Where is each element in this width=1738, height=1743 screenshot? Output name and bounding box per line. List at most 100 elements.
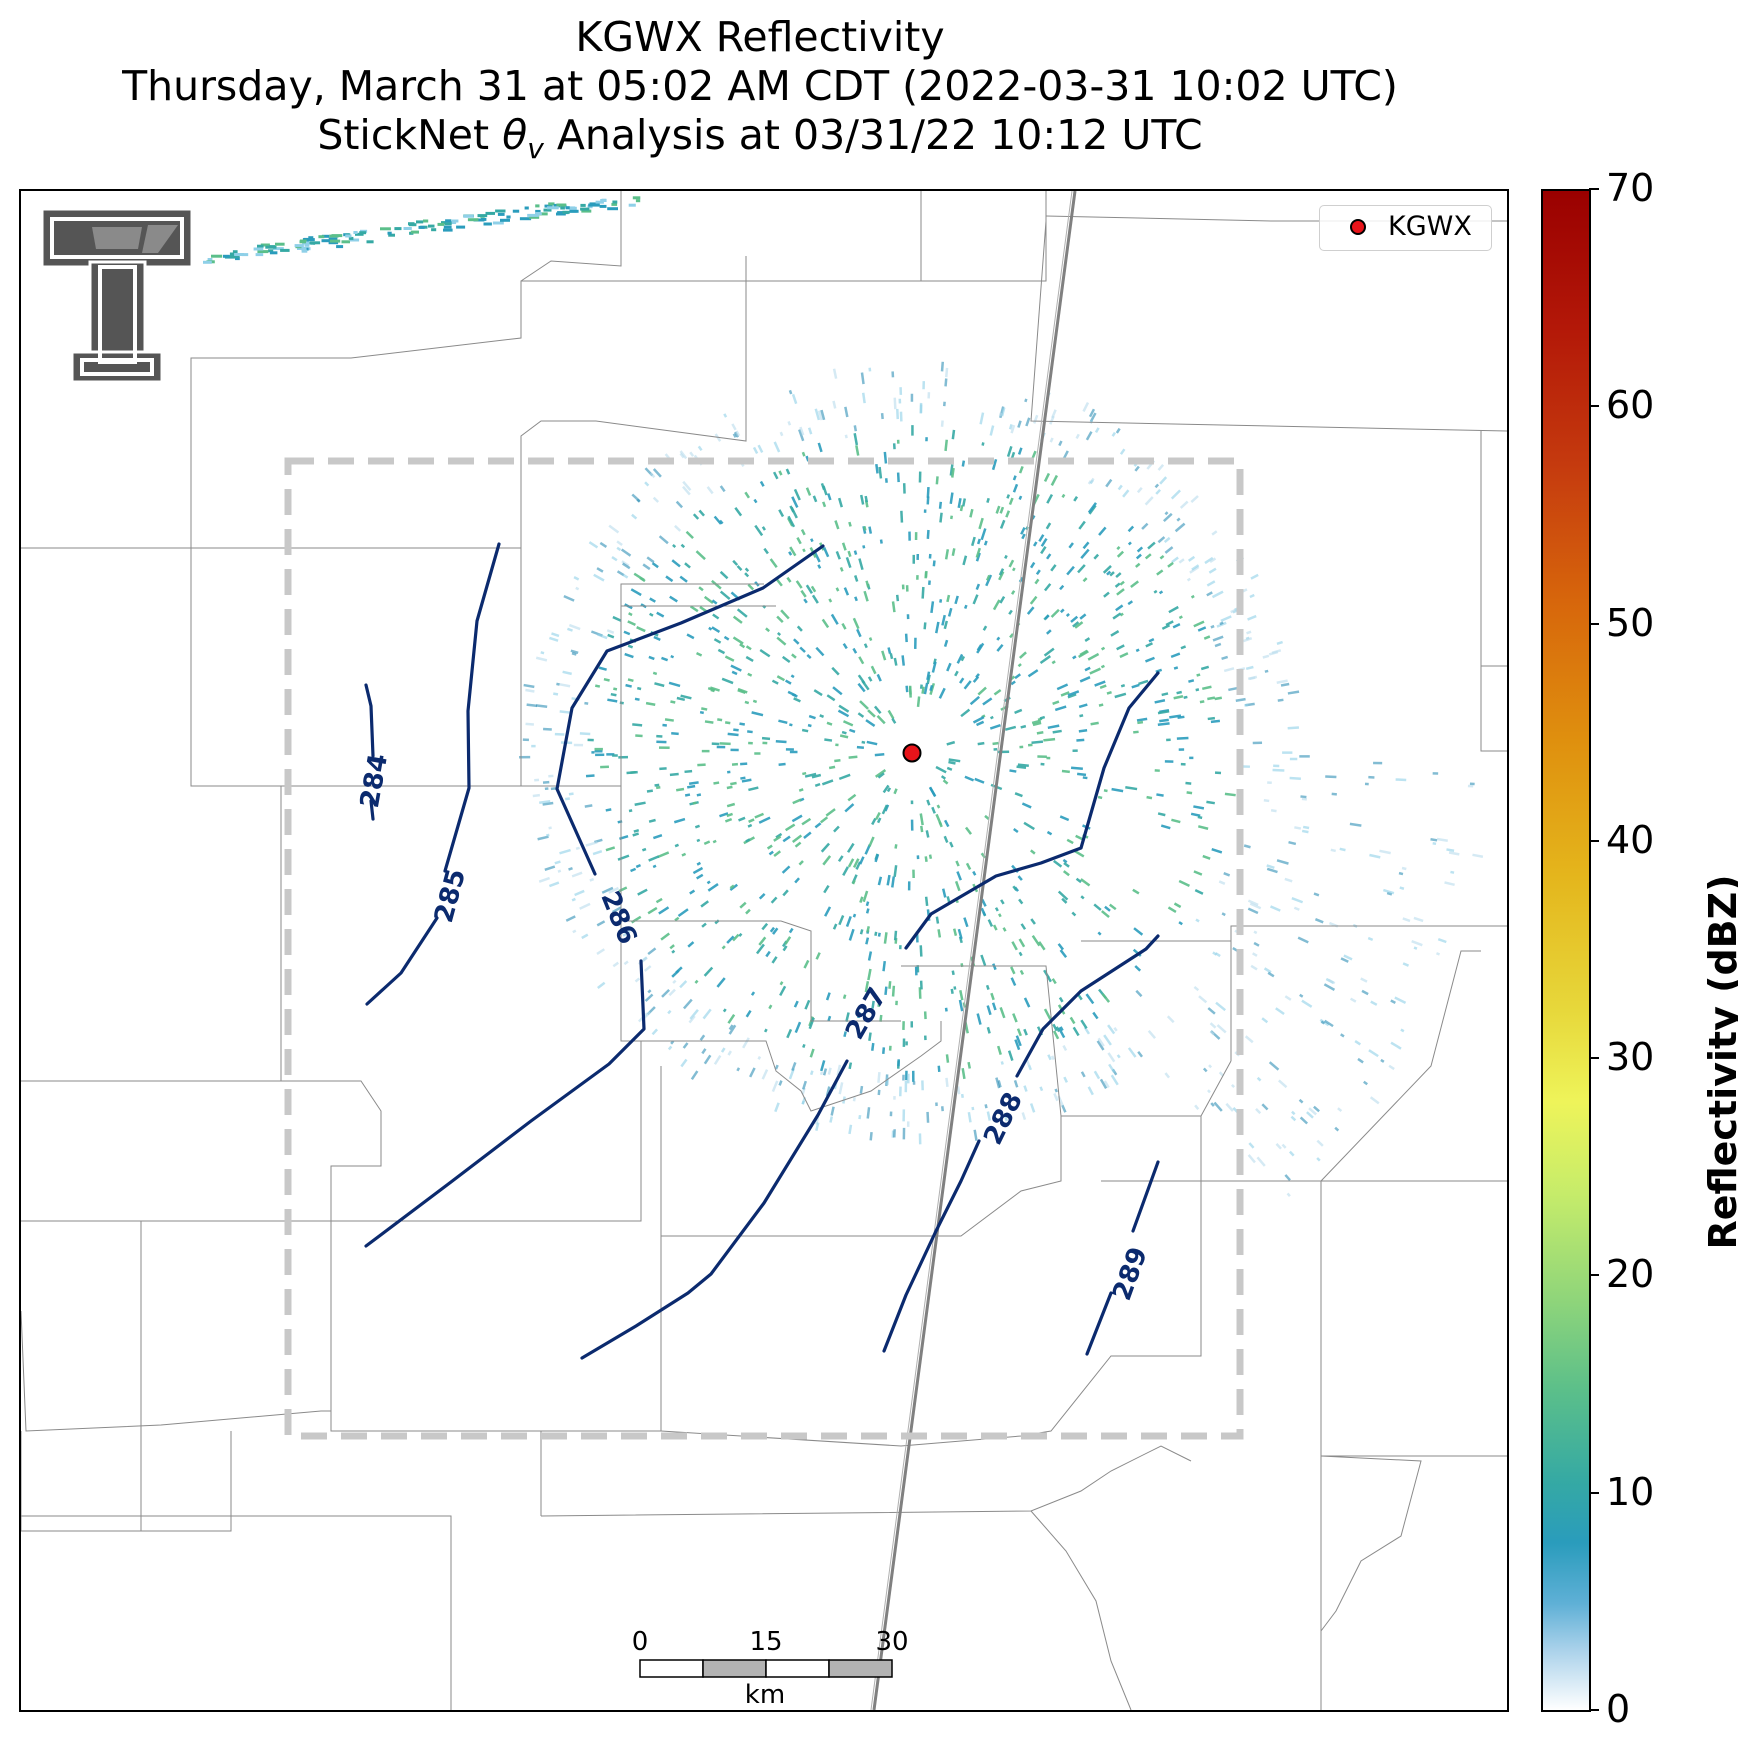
echo-pixel (744, 567, 750, 572)
echo-pixel (1153, 589, 1158, 594)
echo-pixel (902, 1109, 906, 1122)
echo-pixel (761, 736, 771, 741)
echo-pixel (916, 554, 920, 560)
echo-pixel (565, 206, 570, 210)
echo-pixel (921, 586, 925, 599)
echo-pixel (825, 808, 836, 817)
echo-pixel (1179, 500, 1189, 509)
echo-pixel (1021, 1112, 1027, 1121)
echo-pixel (349, 238, 360, 242)
echo-pixel (671, 949, 676, 954)
echo-pixel (848, 1124, 853, 1135)
echo-pixel (990, 715, 994, 720)
echo-pixel (675, 787, 685, 792)
echo-pixel (1300, 795, 1307, 799)
echo-pixel (959, 990, 964, 1001)
county-line (1320, 1455, 1422, 1710)
echo-pixel (927, 392, 931, 399)
echo-pixel (1005, 510, 1011, 518)
theta-symbol: θ (502, 111, 528, 159)
echo-pixel (957, 928, 963, 940)
echo-pixel (796, 625, 803, 632)
echo-pixel (1080, 878, 1091, 887)
echo-pixel (1062, 870, 1070, 877)
echo-pixel (954, 670, 959, 677)
echo-pixel (1323, 983, 1336, 991)
echo-pixel (778, 470, 783, 476)
echo-pixel (832, 923, 838, 930)
echo-pixel (910, 1021, 914, 1028)
echo-pixel (580, 203, 586, 207)
echo-pixel (685, 530, 694, 540)
echo-pixel (839, 566, 844, 572)
echo-pixel (535, 209, 541, 213)
echo-pixel (595, 200, 604, 204)
echo-pixel (853, 433, 859, 446)
radar-site-marker[interactable] (902, 743, 922, 763)
echo-pixel (1247, 614, 1257, 621)
echo-pixel (1108, 1063, 1116, 1073)
echo-pixel (842, 994, 847, 1000)
echo-pixel (1000, 1061, 1004, 1065)
county-line (1030, 220, 1507, 432)
echo-pixel (697, 445, 703, 452)
echo-pixel (779, 431, 784, 437)
echo-pixel (740, 776, 746, 780)
echo-pixel (575, 846, 580, 851)
echo-pixel (726, 812, 733, 818)
echo-pixel (540, 651, 545, 655)
echo-pixel (567, 627, 573, 632)
echo-pixel (1067, 693, 1077, 699)
echo-pixel (1004, 554, 1008, 559)
echo-pixel (1196, 673, 1201, 677)
echo-pixel (793, 697, 801, 703)
echo-pixel (1276, 859, 1289, 865)
echo-pixel (646, 789, 653, 793)
echo-pixel (408, 223, 417, 227)
echo-pixel (766, 844, 773, 850)
echo-pixel (568, 623, 581, 631)
echo-pixel (1383, 888, 1395, 895)
echo-pixel (1023, 997, 1031, 1008)
echo-pixel (883, 932, 888, 944)
echo-pixel (716, 977, 726, 988)
echo-pixel (730, 664, 742, 672)
echo-pixel (877, 932, 881, 937)
echo-pixel (1018, 465, 1024, 474)
echo-pixel (787, 420, 792, 426)
echo-pixel (612, 615, 622, 622)
echo-pixel (889, 653, 894, 660)
echo-pixel (353, 231, 358, 234)
echo-pixel (1235, 697, 1246, 702)
echo-pixel (896, 408, 899, 420)
echo-pixel (525, 722, 534, 726)
echo-pixel (423, 219, 429, 223)
echo-pixel (776, 675, 786, 682)
echo-pixel (1197, 815, 1203, 820)
echo-pixel (794, 877, 801, 884)
echo-pixel (747, 730, 753, 734)
echo-pixel (751, 711, 764, 717)
echo-pixel (1089, 667, 1101, 675)
echo-pixel (630, 588, 642, 597)
echo-pixel (565, 206, 576, 210)
echo-pixel (443, 228, 453, 232)
echo-pixel (964, 604, 968, 609)
echo-pixel (1328, 921, 1339, 928)
echo-pixel (616, 546, 622, 552)
echo-pixel (986, 1026, 991, 1034)
echo-pixel (877, 1072, 881, 1083)
county-line (1030, 1510, 1132, 1710)
echo-pixel (961, 1068, 966, 1080)
echo-pixel (1050, 608, 1060, 618)
echo-pixel (1034, 578, 1040, 585)
echo-pixel (1061, 769, 1070, 774)
echo-pixel (1046, 493, 1054, 504)
echo-pixel (1206, 580, 1216, 587)
radar-map[interactable]: 284 285 286 287 288 289 (19, 189, 1509, 1712)
echo-pixel (593, 573, 605, 582)
echo-pixel (780, 609, 790, 620)
echo-pixel (804, 772, 817, 778)
echo-pixel (1448, 851, 1460, 856)
echo-pixel (938, 501, 943, 509)
